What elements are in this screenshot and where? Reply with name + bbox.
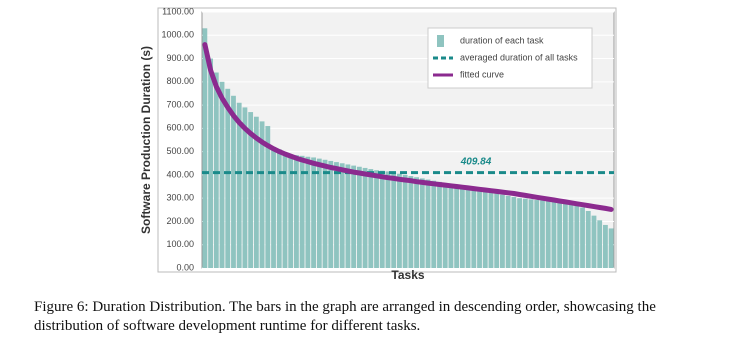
bar (574, 205, 580, 268)
y-tick-label: 500.00 (166, 146, 194, 156)
bar (282, 153, 288, 268)
legend-label: fitted curve (460, 69, 504, 79)
bar (454, 185, 460, 268)
bar (271, 146, 276, 268)
bar (385, 171, 391, 268)
bar (545, 200, 551, 268)
y-tick-label: 600.00 (166, 123, 194, 133)
bar (305, 156, 311, 268)
caption: Figure 6: Duration Distribution. The bar… (34, 299, 656, 334)
chart: Software Production Duration (s) Tasks 0… (139, 6, 617, 282)
y-tick-label: 0.00 (176, 262, 194, 272)
bar (517, 198, 522, 268)
bar (288, 154, 294, 268)
y-tick-label: 1000.00 (161, 30, 194, 40)
bar (248, 112, 254, 268)
bar (339, 163, 345, 268)
bar (231, 95, 236, 268)
bar (500, 194, 505, 268)
bar (362, 167, 368, 268)
bar (580, 207, 585, 268)
bar (591, 215, 597, 268)
bar (202, 28, 208, 268)
bar (225, 88, 231, 268)
bar (265, 126, 271, 268)
bar (442, 183, 448, 268)
bar (465, 187, 471, 268)
bar (253, 116, 259, 269)
bar (334, 162, 339, 268)
bar (540, 200, 545, 268)
bar (259, 121, 265, 268)
y-axis-label: Software Production Duration (s) (139, 46, 153, 234)
y-tick-label: 800.00 (166, 76, 194, 86)
bar (351, 165, 357, 268)
bar (437, 181, 442, 268)
y-tick-label: 200.00 (166, 216, 194, 226)
bar (557, 202, 563, 268)
bar (448, 184, 454, 268)
bar (477, 190, 482, 268)
bar (322, 159, 328, 268)
bar (391, 172, 397, 268)
fitted-curve (202, 42, 614, 212)
y-tick-label: 1100.00 (162, 6, 194, 16)
bar (294, 155, 299, 268)
bar (379, 170, 385, 268)
bar (482, 191, 488, 268)
bar (213, 72, 219, 268)
bar (374, 170, 379, 268)
bar (459, 186, 465, 268)
y-tick-label: 900.00 (166, 53, 194, 63)
bar (356, 166, 362, 268)
bar (299, 155, 305, 268)
bar (597, 220, 603, 268)
bar (408, 176, 414, 268)
legend-box (427, 27, 593, 89)
bar (242, 107, 248, 268)
bar (311, 157, 316, 268)
bar (397, 173, 402, 268)
bar (276, 149, 282, 268)
bar (608, 228, 614, 268)
bar (551, 201, 557, 268)
bar (368, 169, 374, 268)
y-tick-label: 100.00 (166, 239, 194, 249)
bar (562, 202, 568, 268)
bar (522, 198, 528, 268)
bar (603, 224, 608, 268)
bar (425, 179, 431, 268)
bar (431, 180, 437, 268)
bar (534, 200, 540, 268)
average-label: 409.84 (460, 156, 492, 167)
legend-label: duration of each task (460, 35, 544, 45)
bar (419, 178, 425, 268)
y-tick-label: 700.00 (166, 99, 194, 109)
bar (505, 195, 511, 268)
x-axis-label: Tasks (391, 268, 424, 282)
bar (402, 174, 408, 268)
bar (568, 204, 574, 268)
bar (414, 177, 419, 268)
legend-label: averaged duration of all tasks (460, 52, 578, 62)
bar (494, 193, 500, 268)
bar (511, 197, 517, 268)
bar (345, 164, 351, 268)
bar (488, 192, 494, 268)
bar (316, 158, 322, 268)
bar (471, 188, 477, 268)
y-tick-label: 400.00 (166, 169, 194, 179)
y-tick-label: 300.00 (166, 193, 194, 203)
bar (585, 210, 591, 268)
bar (219, 81, 225, 269)
bar (208, 58, 213, 268)
bar (236, 102, 242, 268)
bar (328, 160, 334, 268)
bar (528, 199, 534, 268)
legend-swatch (437, 35, 444, 47)
